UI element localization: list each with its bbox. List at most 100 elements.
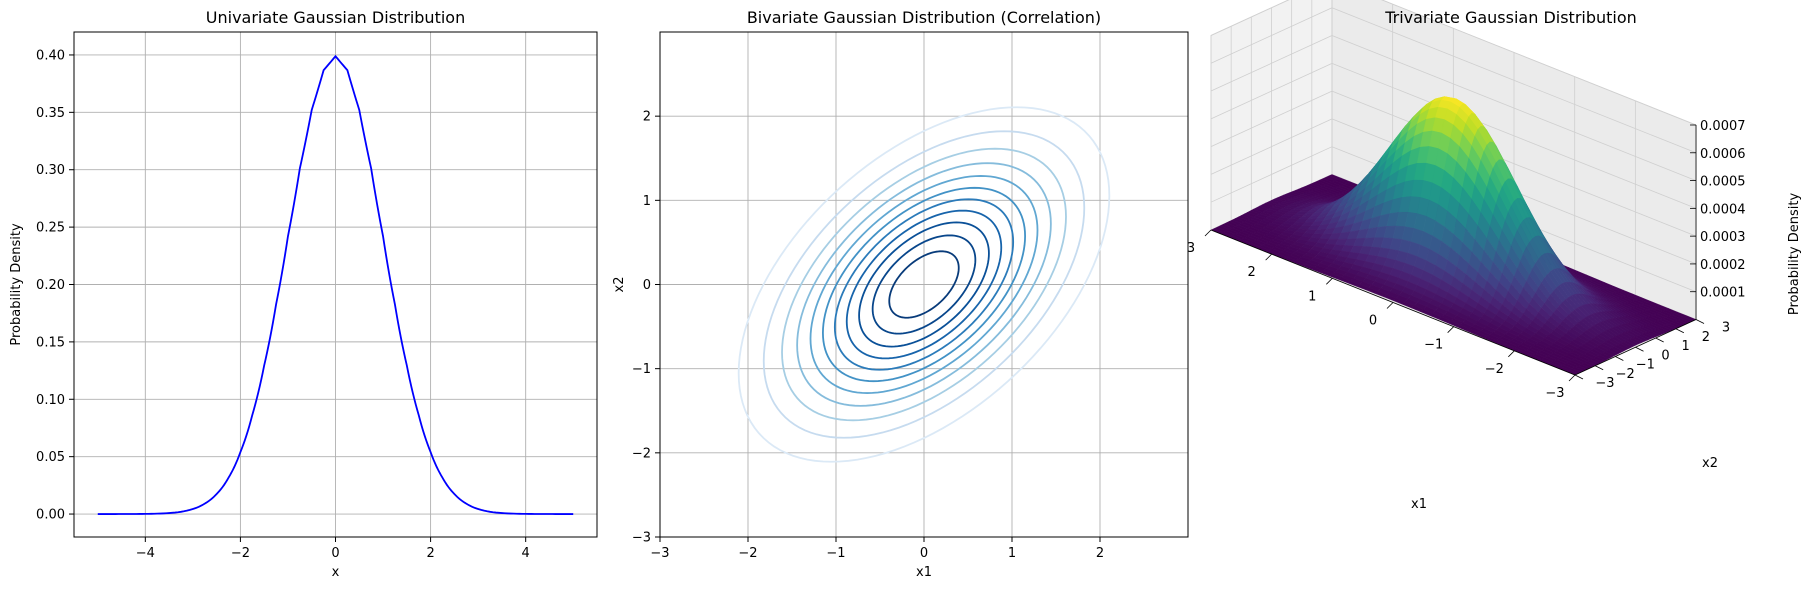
bivariate-contour-line [762, 130, 1086, 439]
bivariate-contour-line [796, 162, 1052, 407]
trivariate-x1-tick-mark [1265, 253, 1272, 261]
bivariate-contour-line [858, 221, 990, 348]
univariate-title: Univariate Gaussian Distribution [206, 8, 465, 27]
univariate-ytick-label: 0.25 [36, 221, 65, 236]
trivariate-ticks: −3−2−10123−3−2−101230.00010.00020.00030.… [1187, 119, 1746, 401]
trivariate-x2-tick-mark [1695, 319, 1705, 324]
univariate-ytick-label: 0.10 [36, 393, 65, 408]
bivariate-grid [659, 32, 1188, 538]
trivariate-grid-line [1210, 35, 1333, 92]
bivariate-xtick-label: 0 [920, 546, 928, 561]
univariate-xtick-label: 4 [522, 546, 530, 561]
univariate-xtick-label: −2 [231, 546, 250, 561]
trivariate-surface [1210, 96, 1697, 376]
bivariate-contour-line [845, 209, 1003, 360]
bivariate-ytick-label: 2 [643, 110, 651, 125]
trivariate-grid-line [1210, 90, 1333, 147]
trivariate-z-tick-label: 0.0002 [1700, 258, 1746, 273]
univariate-ylabel: Probability Density [9, 223, 24, 346]
trivariate-x2-tick-label: −3 [1595, 376, 1614, 391]
univariate-grid [74, 32, 597, 537]
trivariate-grid-line [1381, 0, 1697, 126]
trivariate-zlabel: Probability Density [1787, 193, 1802, 316]
trivariate-xlabel: x1 [1411, 497, 1427, 512]
bivariate-ylabel: x2 [612, 277, 627, 293]
bivariate-ytick-label: −2 [632, 446, 651, 461]
univariate-ytick-label: 0.30 [36, 163, 65, 178]
trivariate-x2-tick-mark [1594, 365, 1604, 371]
trivariate-x2-tick-mark [1675, 328, 1685, 334]
trivariate-x2-tick-mark [1635, 346, 1644, 352]
trivariate-x1-tick-label: 2 [1248, 265, 1256, 280]
univariate-ytick-label: 0.15 [36, 335, 65, 350]
bivariate-contour-line [822, 186, 1026, 383]
bivariate-contour-line [888, 250, 960, 319]
bivariate-axes-frame [659, 31, 1189, 538]
trivariate-title: Trivariate Gaussian Distribution [1384, 8, 1637, 27]
trivariate-grid-line [1210, 62, 1333, 120]
trivariate-x1-tick-mark [1326, 278, 1333, 285]
trivariate-z-tick-label: 0.0003 [1700, 230, 1746, 245]
bivariate-ytick-label: −3 [632, 531, 651, 546]
trivariate-x2-tick-label: −2 [1616, 367, 1635, 382]
univariate-ticks: −4 −2 0 2 4 0.00 0.05 0.10 0.15 0.20 0.25 0.30 0.35 0… [36, 48, 530, 561]
bivariate-xtick-label: 1 [1008, 546, 1016, 561]
trivariate-x1-tick-label: 0 [1369, 313, 1377, 328]
bivariate-xtick-label: −2 [738, 546, 757, 561]
bivariate-contour-line [737, 106, 1111, 463]
trivariate-x2-tick-mark [1574, 374, 1584, 380]
trivariate-grid-line [1210, 0, 1290, 36]
trivariate-x2-tick-label: 2 [1702, 330, 1710, 345]
trivariate-x1-tick-label: −2 [1485, 362, 1504, 377]
bivariate-ytick-label: −1 [632, 362, 651, 377]
trivariate-grid-line [1331, 7, 1697, 154]
trivariate-x2-tick-label: 1 [1682, 339, 1690, 354]
trivariate-x1-tick-mark [1508, 350, 1515, 358]
bivariate-xtick-label: 2 [1096, 546, 1104, 561]
trivariate-x1-tick-mark [1204, 229, 1212, 237]
trivariate-grid-line [1331, 35, 1697, 181]
trivariate-x1-tick-label: −3 [1545, 386, 1564, 401]
trivariate-x2-tick-label: 3 [1722, 321, 1730, 336]
trivariate-x2-tick-mark [1615, 356, 1624, 361]
bivariate-ytick-label: 0 [643, 278, 651, 293]
univariate-axes-frame [73, 31, 598, 538]
univariate-xtick-label: −4 [136, 546, 155, 561]
trivariate-x1-tick-mark [1447, 326, 1454, 333]
bivariate-ticks: −3 −2 −1 0 1 2 −3 −2 −1 0 1 2 [632, 110, 1104, 561]
univariate-ytick-label: 0.40 [36, 48, 65, 63]
univariate-density-curve [97, 54, 574, 515]
trivariate-z-tick-label: 0.0001 [1700, 286, 1746, 301]
bivariate-panel: −3 −2 −1 0 1 2 −3 −2 −1 0 1 2 Bivariate Gaussian Di… [612, 8, 1189, 580]
trivariate-x1-tick-mark [1568, 374, 1576, 382]
bivariate-contour-line [871, 234, 977, 335]
trivariate-x1-tick-label: −1 [1424, 338, 1443, 353]
bivariate-contours [737, 106, 1111, 463]
trivariate-grid-line [1210, 146, 1333, 203]
univariate-xtick-label: 0 [331, 546, 339, 561]
trivariate-z-tick-label: 0.0006 [1700, 147, 1746, 162]
trivariate-grid-line [1210, 7, 1333, 64]
trivariate-z-tick-label: 0.0004 [1700, 202, 1746, 217]
trivariate-grid-line [1331, 62, 1697, 209]
trivariate-z-tick-label: 0.0007 [1700, 119, 1746, 134]
trivariate-grid-line [1331, 90, 1697, 237]
trivariate-x1-tick-mark [1386, 302, 1394, 309]
bivariate-contour-line [781, 147, 1067, 422]
univariate-panel: −4 −2 0 2 4 0.00 0.05 0.10 0.15 0.20 0.25 0.30 0.35 0… [9, 8, 598, 580]
bivariate-xlabel: x1 [916, 565, 932, 580]
trivariate-z-tick-label: 0.0005 [1700, 175, 1746, 190]
trivariate-x1-tick-label: 1 [1308, 289, 1316, 304]
bivariate-ytick-label: 1 [643, 194, 651, 209]
bivariate-xtick-label: −3 [650, 546, 669, 561]
bivariate-contour-line [809, 175, 1039, 394]
trivariate-ylabel: x2 [1702, 456, 1718, 471]
univariate-xlabel: x [332, 565, 340, 580]
univariate-xtick-label: 2 [426, 546, 434, 561]
univariate-ytick-label: 0.35 [36, 106, 65, 121]
bivariate-xtick-label: −1 [826, 546, 845, 561]
trivariate-x2-tick-label: 0 [1661, 348, 1669, 363]
univariate-ytick-label: 0.20 [36, 278, 65, 293]
trivariate-x2-tick-mark [1655, 337, 1664, 343]
